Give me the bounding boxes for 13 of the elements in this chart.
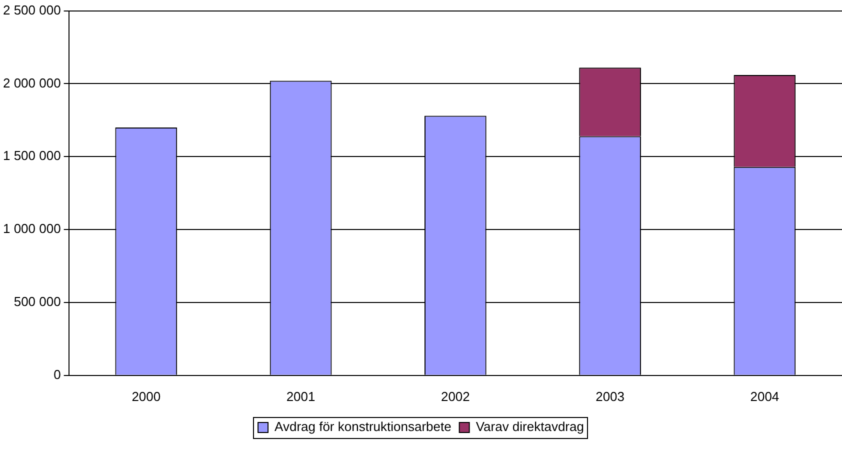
legend-label: Avdrag för konstruktionsarbete	[274, 419, 452, 434]
y-tick-label: 500 000	[14, 294, 61, 310]
legend-label: Varav direktavdrag	[476, 419, 584, 434]
x-tick-label: 2000	[132, 388, 161, 404]
x-tick-label: 2004	[750, 388, 780, 404]
x-tick-label: 2002	[440, 388, 470, 404]
y-tick-label: 1 000 000	[2, 221, 61, 236]
y-tick-label: 2 000 000	[2, 75, 61, 90]
y-tick-label: 0	[54, 366, 61, 382]
y-tick-label: 1 500 000	[2, 148, 61, 164]
x-tick-label: 2001	[286, 388, 316, 404]
y-tick-label: 2 500 000	[2, 2, 61, 18]
x-tick-label: 2003	[596, 388, 625, 404]
